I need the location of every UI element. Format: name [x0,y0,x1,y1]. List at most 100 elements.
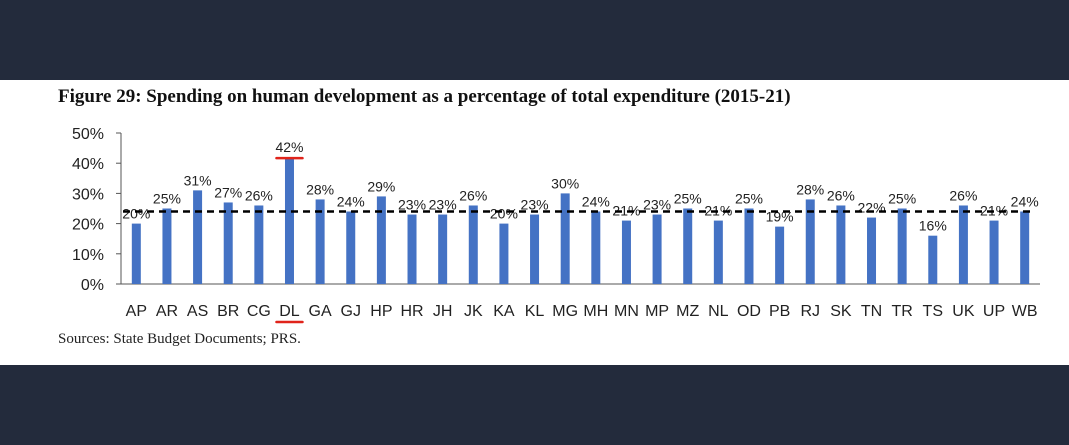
bar-ka [499,223,509,284]
bar-sk [836,205,846,284]
bar-mp [652,214,662,284]
y-tick-label: 0% [81,277,104,294]
data-label: 25% [888,191,916,207]
data-label: 28% [306,181,334,197]
data-label: 26% [245,187,273,203]
bar-ts [928,235,938,284]
category-label: AR [156,303,178,320]
data-label: 22% [858,200,886,216]
data-label: 25% [674,191,702,207]
category-label: TR [891,303,912,320]
category-label: HP [370,303,392,320]
category-label: PB [769,303,790,320]
bar-mg [560,193,570,284]
bar-as [193,190,203,284]
category-label: TS [923,303,943,320]
category-label: JH [433,303,453,320]
data-label: 24% [582,194,610,210]
bar-jk [468,205,478,284]
bar-od [744,208,754,284]
data-label: 23% [643,197,671,213]
y-tick-label: 30% [72,186,104,203]
bar-nl [713,220,723,284]
category-label: MN [614,303,639,320]
category-label: SK [830,303,852,320]
bar-up [989,220,999,284]
bar-br [223,202,233,284]
category-label: OD [737,303,761,320]
data-label: 28% [796,181,824,197]
data-label: 29% [367,178,395,194]
bar-wb [1020,211,1030,284]
category-label: NL [708,303,729,320]
data-label: 24% [1011,194,1039,210]
bar-pb [775,226,785,284]
bar-tr [897,208,907,284]
data-label: 31% [184,172,212,188]
bar-tn [867,217,877,284]
bar-mh [591,211,601,284]
data-label: 20% [490,206,518,222]
bar-hp [376,196,386,284]
y-tick-label: 20% [72,217,104,234]
data-label: 23% [521,197,549,213]
category-label: AP [126,303,147,320]
data-label: 23% [398,197,426,213]
data-label: 23% [429,197,457,213]
category-label: TN [861,303,882,320]
category-label: AS [187,303,208,320]
bar-gj [346,211,356,284]
category-label: MG [552,303,578,320]
category-label: GA [309,303,332,320]
data-label: 26% [827,187,855,203]
category-label: CG [247,303,271,320]
y-tick-label: 40% [72,156,104,173]
bar-ga [315,199,325,284]
bar-ar [162,208,172,284]
bar-jh [438,214,448,284]
data-label: 20% [122,206,150,222]
figure-panel: Figure 29: Spending on human development… [0,80,1069,365]
bar-mn [621,220,631,284]
bar-rj [805,199,815,284]
bottom-frame-band [0,365,1069,445]
data-label: 30% [551,175,579,191]
bar-dl [284,157,294,284]
bar-cg [254,205,264,284]
bar-hr [407,214,417,284]
category-label: UK [952,303,975,320]
category-label: MP [645,303,669,320]
bar-chart: 0% 10% 20% 30% 40% 50% AP 20% AR 25% AS 31% BR 27% CG 2… [72,126,1040,324]
data-label: 25% [735,191,763,207]
data-label: 21% [980,203,1008,219]
category-label: UP [983,303,1005,320]
y-tick-label: 50% [72,126,104,143]
category-label: DL [279,303,300,320]
figure-title: Figure 29: Spending on human development… [58,86,791,107]
category-label: MH [583,303,608,320]
data-label: 21% [612,203,640,219]
data-label: 24% [337,194,365,210]
y-tick-label: 10% [72,247,104,264]
category-label: KA [493,303,515,320]
data-label: 25% [153,191,181,207]
data-label: 42% [275,139,303,155]
bar-ap [131,223,141,284]
data-label: 27% [214,184,242,200]
category-label: HR [400,303,423,320]
data-label: 21% [704,203,732,219]
top-frame-band [0,0,1069,80]
data-label: 26% [459,187,487,203]
category-label: GJ [341,303,361,320]
category-label: MZ [676,303,699,320]
bar-uk [958,205,968,284]
sources-note: Sources: State Budget Documents; PRS. [58,331,301,347]
bar-kl [530,214,540,284]
data-label: 26% [949,187,977,203]
category-label: JK [464,303,483,320]
category-label: RJ [800,303,820,320]
bar-mz [683,208,693,284]
category-label: BR [217,303,239,320]
data-label: 16% [919,218,947,234]
category-label: KL [525,303,545,320]
